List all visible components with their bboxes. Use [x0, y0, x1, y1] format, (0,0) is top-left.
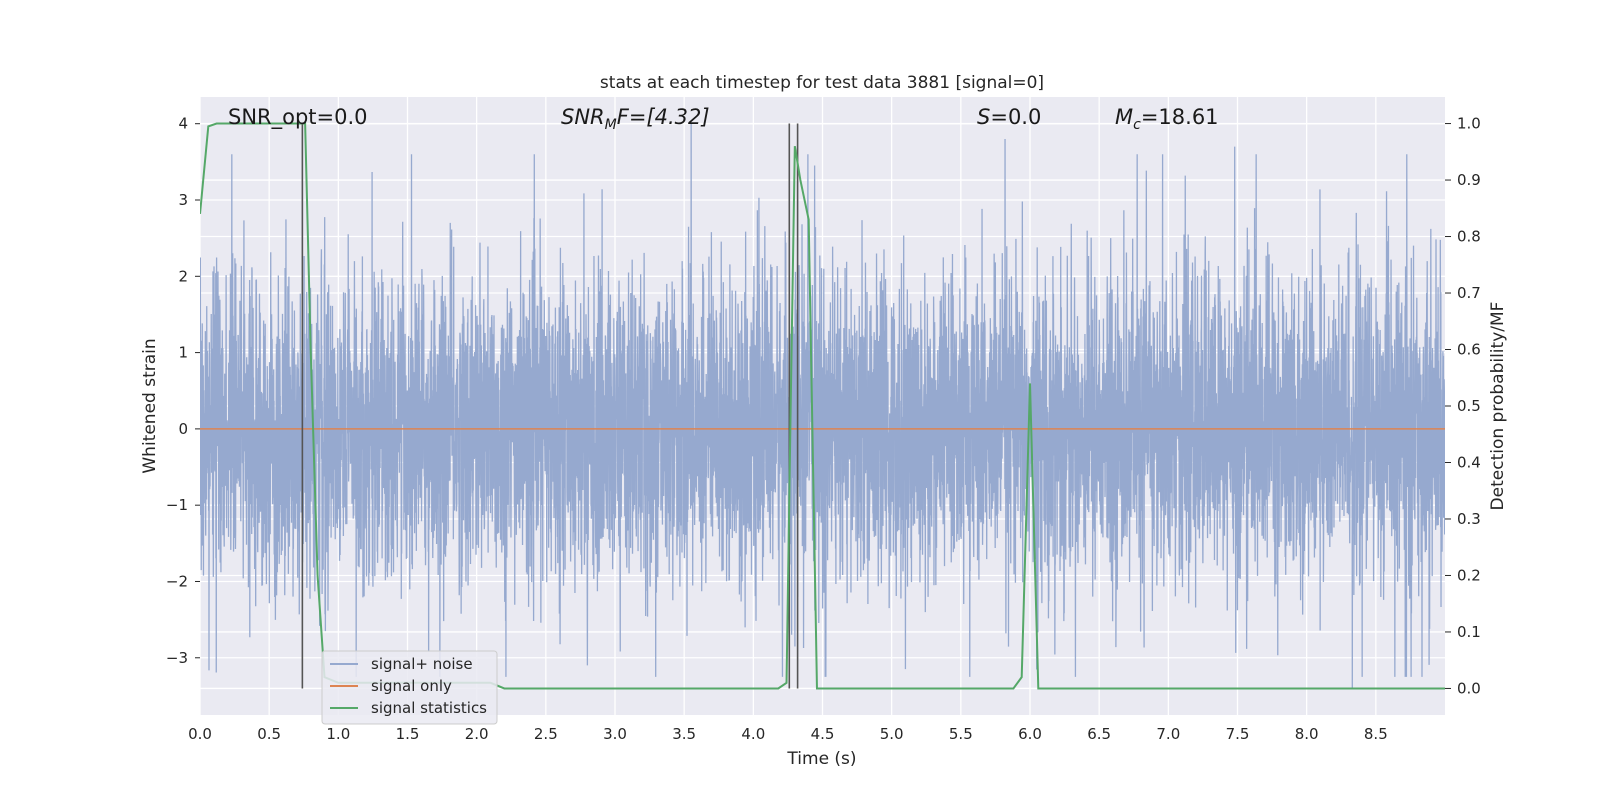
x-tick-label: 4.0	[741, 725, 765, 743]
y-right-axis-label: Detection probability/MF	[1488, 302, 1508, 511]
x-tick-label: 6.5	[1087, 725, 1111, 743]
y-right-tick-label: 0.3	[1457, 510, 1481, 528]
y-left-tick-label: −3	[166, 649, 188, 667]
x-tick-label: 4.5	[811, 725, 835, 743]
y-left-tick-label: −2	[166, 572, 188, 590]
y-right-tick-label: 0.8	[1457, 228, 1481, 246]
y-right-axis-ticks: 1.0 0.9 0.8 0.7 0.6 0.5 0.4 0.3 0.2 0.1 0.0	[1445, 115, 1481, 697]
annotation-s-main: S	[977, 105, 990, 129]
annotation-snr-mf-rest: F=[4.32]	[617, 105, 710, 129]
annotation-s: S=0.0	[977, 105, 1041, 129]
annotation-mc-rest: =18.61	[1141, 105, 1219, 129]
x-tick-label: 2.5	[534, 725, 558, 743]
y-right-tick-label: 0.1	[1457, 623, 1481, 641]
x-tick-label: 8.0	[1295, 725, 1319, 743]
y-right-tick-label: 1.0	[1457, 115, 1481, 133]
annotation-snr-mf-main: SNR	[561, 105, 605, 129]
vertical-markers	[301, 123, 799, 689]
y-left-axis-ticks: 4 3 2 1 0 −1 −2 −3	[166, 115, 200, 667]
y-left-tick-label: 4	[178, 115, 188, 133]
y-right-tick-label: 0.5	[1457, 397, 1481, 415]
x-axis-ticks: 0.0 0.5 1.0 1.5 2.0 2.5 3.0 3.5 4.0 4.5 5.0 5.5 6.0 6…	[188, 725, 1388, 743]
annotation-mc-main: M	[1115, 105, 1133, 129]
y-left-tick-label: 2	[178, 267, 188, 285]
y-left-axis-label: Whitened strain	[140, 338, 160, 473]
legend-box	[321, 650, 498, 725]
x-tick-label: 3.0	[603, 725, 627, 743]
y-right-tick-label: 0.0	[1457, 679, 1481, 697]
y-right-tick-label: 0.4	[1457, 453, 1481, 471]
y-left-tick-label: 0	[178, 420, 188, 438]
annotation-s-rest: =0.0	[990, 105, 1041, 129]
annotation-snr-mf: SNRMF=[4.32]	[561, 105, 710, 133]
x-tick-label: 1.5	[396, 725, 420, 743]
y-right-tick-label: 0.2	[1457, 566, 1481, 584]
x-tick-label: 3.5	[672, 725, 696, 743]
x-tick-label: 2.0	[465, 725, 489, 743]
x-tick-label: 7.5	[1226, 725, 1250, 743]
legend: signal+ noise signal only signal statist…	[321, 650, 498, 725]
x-tick-label: 5.0	[880, 725, 904, 743]
x-tick-label: 1.0	[326, 725, 350, 743]
x-tick-label: 8.5	[1364, 725, 1388, 743]
y-right-tick-label: 0.7	[1457, 284, 1481, 302]
x-axis-label: Time (s)	[786, 749, 856, 769]
y-left-tick-label: 1	[178, 344, 188, 362]
x-tick-label: 7.0	[1156, 725, 1180, 743]
series-signal-statistics	[200, 122, 1445, 690]
legend-label-signal-only: signal only	[371, 677, 452, 695]
x-tick-label: 5.5	[949, 725, 973, 743]
x-tick-label: 6.0	[1018, 725, 1042, 743]
legend-label-signal-statistics: signal statistics	[371, 699, 487, 717]
y-right-tick-label: 0.9	[1457, 171, 1481, 189]
series-signal-plus-noise	[200, 123, 1445, 689]
annotation-mc-sub: c	[1133, 117, 1141, 133]
annotation-snr-opt: SNR_opt=0.0	[228, 105, 368, 130]
y-left-tick-label: 3	[178, 191, 188, 209]
y-left-tick-label: −1	[166, 496, 188, 514]
x-tick-label: 0.5	[257, 725, 281, 743]
annotation-mc: Mc=18.61	[1115, 105, 1219, 133]
chart-title: stats at each timestep for test data 388…	[600, 73, 1044, 93]
y-right-tick-label: 0.6	[1457, 341, 1481, 359]
x-tick-label: 0.0	[188, 725, 212, 743]
annotation-snr-mf-sub: M	[605, 117, 617, 133]
legend-label-signal-plus-noise: signal+ noise	[371, 655, 473, 673]
